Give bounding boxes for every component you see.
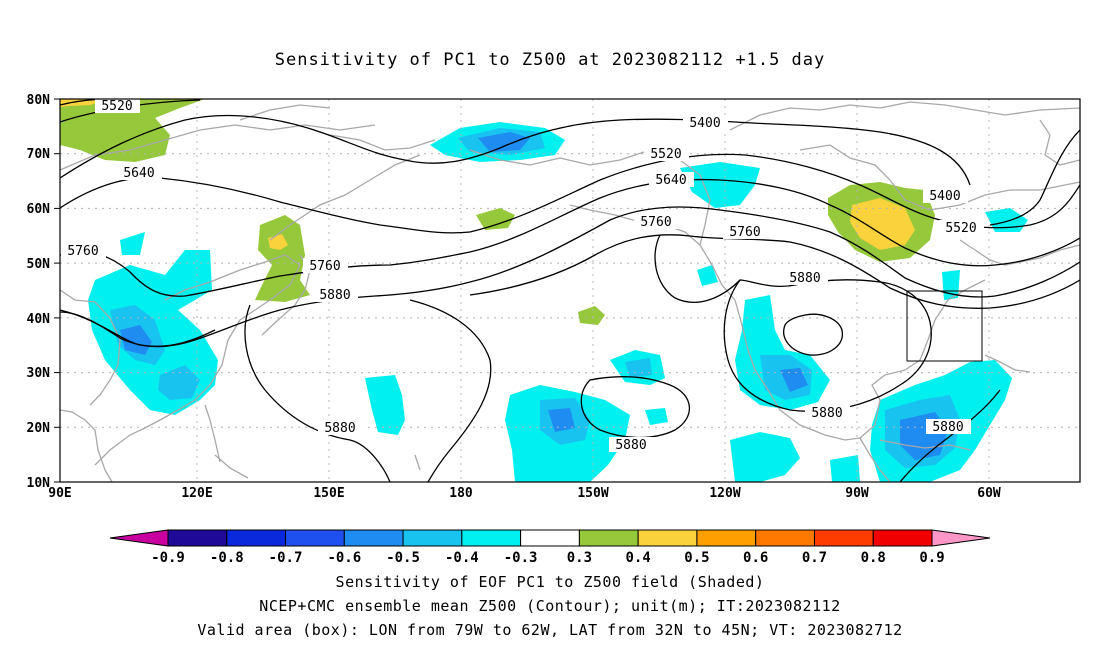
valid-area-box — [906, 290, 983, 362]
colorbar-label: -0.3 — [504, 550, 538, 566]
contour-label: 5400 — [923, 188, 968, 204]
contour-label: 5760 — [61, 243, 106, 259]
svg-text:5520: 5520 — [650, 147, 681, 162]
contour-label: 5520 — [939, 220, 984, 236]
colorbar-label: -0.7 — [269, 550, 303, 566]
contour-label: 5640 — [649, 172, 694, 188]
colorbar-swatch — [226, 529, 287, 547]
svg-text:5880: 5880 — [324, 421, 355, 436]
contour-label: 5880 — [609, 437, 654, 453]
lon-label: 90W — [845, 486, 869, 501]
gridlines — [60, 99, 1080, 482]
colorbar-arrow-high — [931, 529, 991, 547]
colorbar-swatch — [813, 529, 874, 547]
colorbar-label: 0.9 — [919, 550, 944, 566]
lon-label: 150E — [313, 486, 344, 501]
contour-label: 5640 — [117, 165, 162, 181]
contour-label: 5760 — [634, 214, 679, 230]
lon-label: 180 — [449, 486, 473, 501]
lat-label: 20N — [27, 421, 51, 436]
contour-label-group: 5520 5400 5520 5640 5640 5760 5760 5760 … — [61, 99, 984, 453]
map-frame — [59, 98, 1081, 483]
lon-label: 120W — [709, 486, 740, 501]
lon-label: 150W — [577, 486, 608, 501]
coastlines — [60, 101, 1080, 482]
longitude-labels: 90E 120E 150E 180 150W 120W 90W 60W — [48, 486, 1001, 501]
colorbar-swatch — [402, 529, 463, 547]
contour-label: 5880 — [318, 420, 363, 436]
colorbar-swatch — [167, 529, 228, 547]
colorbar-label: 0.4 — [626, 550, 651, 566]
caption-line-3: Valid area (box): LON from 79W to 62W, L… — [197, 621, 903, 639]
z500-contours — [60, 99, 1080, 482]
svg-text:5400: 5400 — [689, 116, 720, 131]
contour-label: 5880 — [926, 419, 971, 435]
colorbar-swatch — [872, 529, 933, 547]
map-title: Sensitivity of PC1 to Z500 at 2023082112… — [274, 50, 826, 70]
lat-label: 50N — [27, 257, 51, 272]
svg-text:5880: 5880 — [811, 406, 842, 421]
svg-text:5760: 5760 — [309, 259, 340, 274]
svg-text:5760: 5760 — [729, 225, 760, 240]
lat-label: 40N — [27, 312, 51, 327]
colorbar-swatch — [461, 529, 522, 547]
lat-label: 30N — [27, 366, 51, 381]
colorbar-label: -0.5 — [386, 550, 420, 566]
shading-positive-mid — [60, 99, 915, 250]
svg-text:5760: 5760 — [640, 215, 671, 230]
lon-label: 120E — [181, 486, 212, 501]
colorbar-label: -0.9 — [151, 550, 185, 566]
colorbar-swatch — [696, 529, 757, 547]
lat-label: 10N — [27, 476, 51, 491]
lat-label: 80N — [27, 93, 51, 108]
svg-text:5520: 5520 — [101, 99, 132, 114]
svg-text:5880: 5880 — [615, 438, 646, 453]
colorbar-label: 0.5 — [684, 550, 709, 566]
colorbar-label: -0.4 — [445, 550, 479, 566]
contour-label: 5520 — [95, 99, 140, 114]
colorbar-label: -0.8 — [210, 550, 244, 566]
colorbar-swatch — [285, 529, 345, 547]
svg-text:5400: 5400 — [929, 189, 960, 204]
colorbar-swatch — [343, 529, 404, 547]
lon-label: 60W — [977, 486, 1001, 501]
svg-text:5640: 5640 — [123, 166, 154, 181]
lat-label: 60N — [27, 202, 51, 217]
colorbar-label: 0.3 — [567, 550, 592, 566]
colorbar-swatch — [755, 529, 815, 547]
contour-label: 5880 — [783, 270, 828, 286]
lat-label: 70N — [27, 147, 51, 162]
latitude-labels: 80N 70N 60N 50N 40N 30N 20N 10N — [27, 93, 51, 491]
colorbar: -0.9 -0.8 -0.7 -0.6 -0.5 -0.4 -0.3 0.3 0.4 0.5 0.6… — [109, 529, 991, 566]
svg-text:5880: 5880 — [932, 420, 963, 435]
colorbar-label: 0.8 — [861, 550, 886, 566]
svg-text:5520: 5520 — [945, 221, 976, 236]
contour-label: 5760 — [303, 258, 348, 274]
contour-label: 5400 — [683, 115, 728, 131]
svg-text:5880: 5880 — [789, 271, 820, 286]
colorbar-label: 0.7 — [802, 550, 827, 566]
svg-text:5880: 5880 — [319, 288, 350, 303]
svg-text:5760: 5760 — [67, 244, 98, 259]
colorbar-swatch — [520, 529, 580, 547]
colorbar-swatch — [578, 529, 639, 547]
lat-ticks — [54, 98, 60, 483]
colorbar-arrow-low — [109, 529, 169, 547]
contour-label: 5520 — [644, 146, 689, 162]
colorbar-swatch — [637, 529, 698, 547]
contour-label: 5760 — [723, 224, 768, 240]
contour-label: 5880 — [313, 287, 358, 303]
contour-label: 5880 — [805, 405, 850, 421]
lon-label: 90E — [48, 486, 71, 501]
colorbar-label: 0.6 — [743, 550, 768, 566]
svg-text:5640: 5640 — [655, 173, 686, 188]
colorbar-label: -0.6 — [327, 550, 361, 566]
caption-line-2: NCEP+CMC ensemble mean Z500 (Contour); u… — [259, 597, 841, 615]
caption-line-1: Sensitivity of EOF PC1 to Z500 field (Sh… — [335, 573, 765, 591]
